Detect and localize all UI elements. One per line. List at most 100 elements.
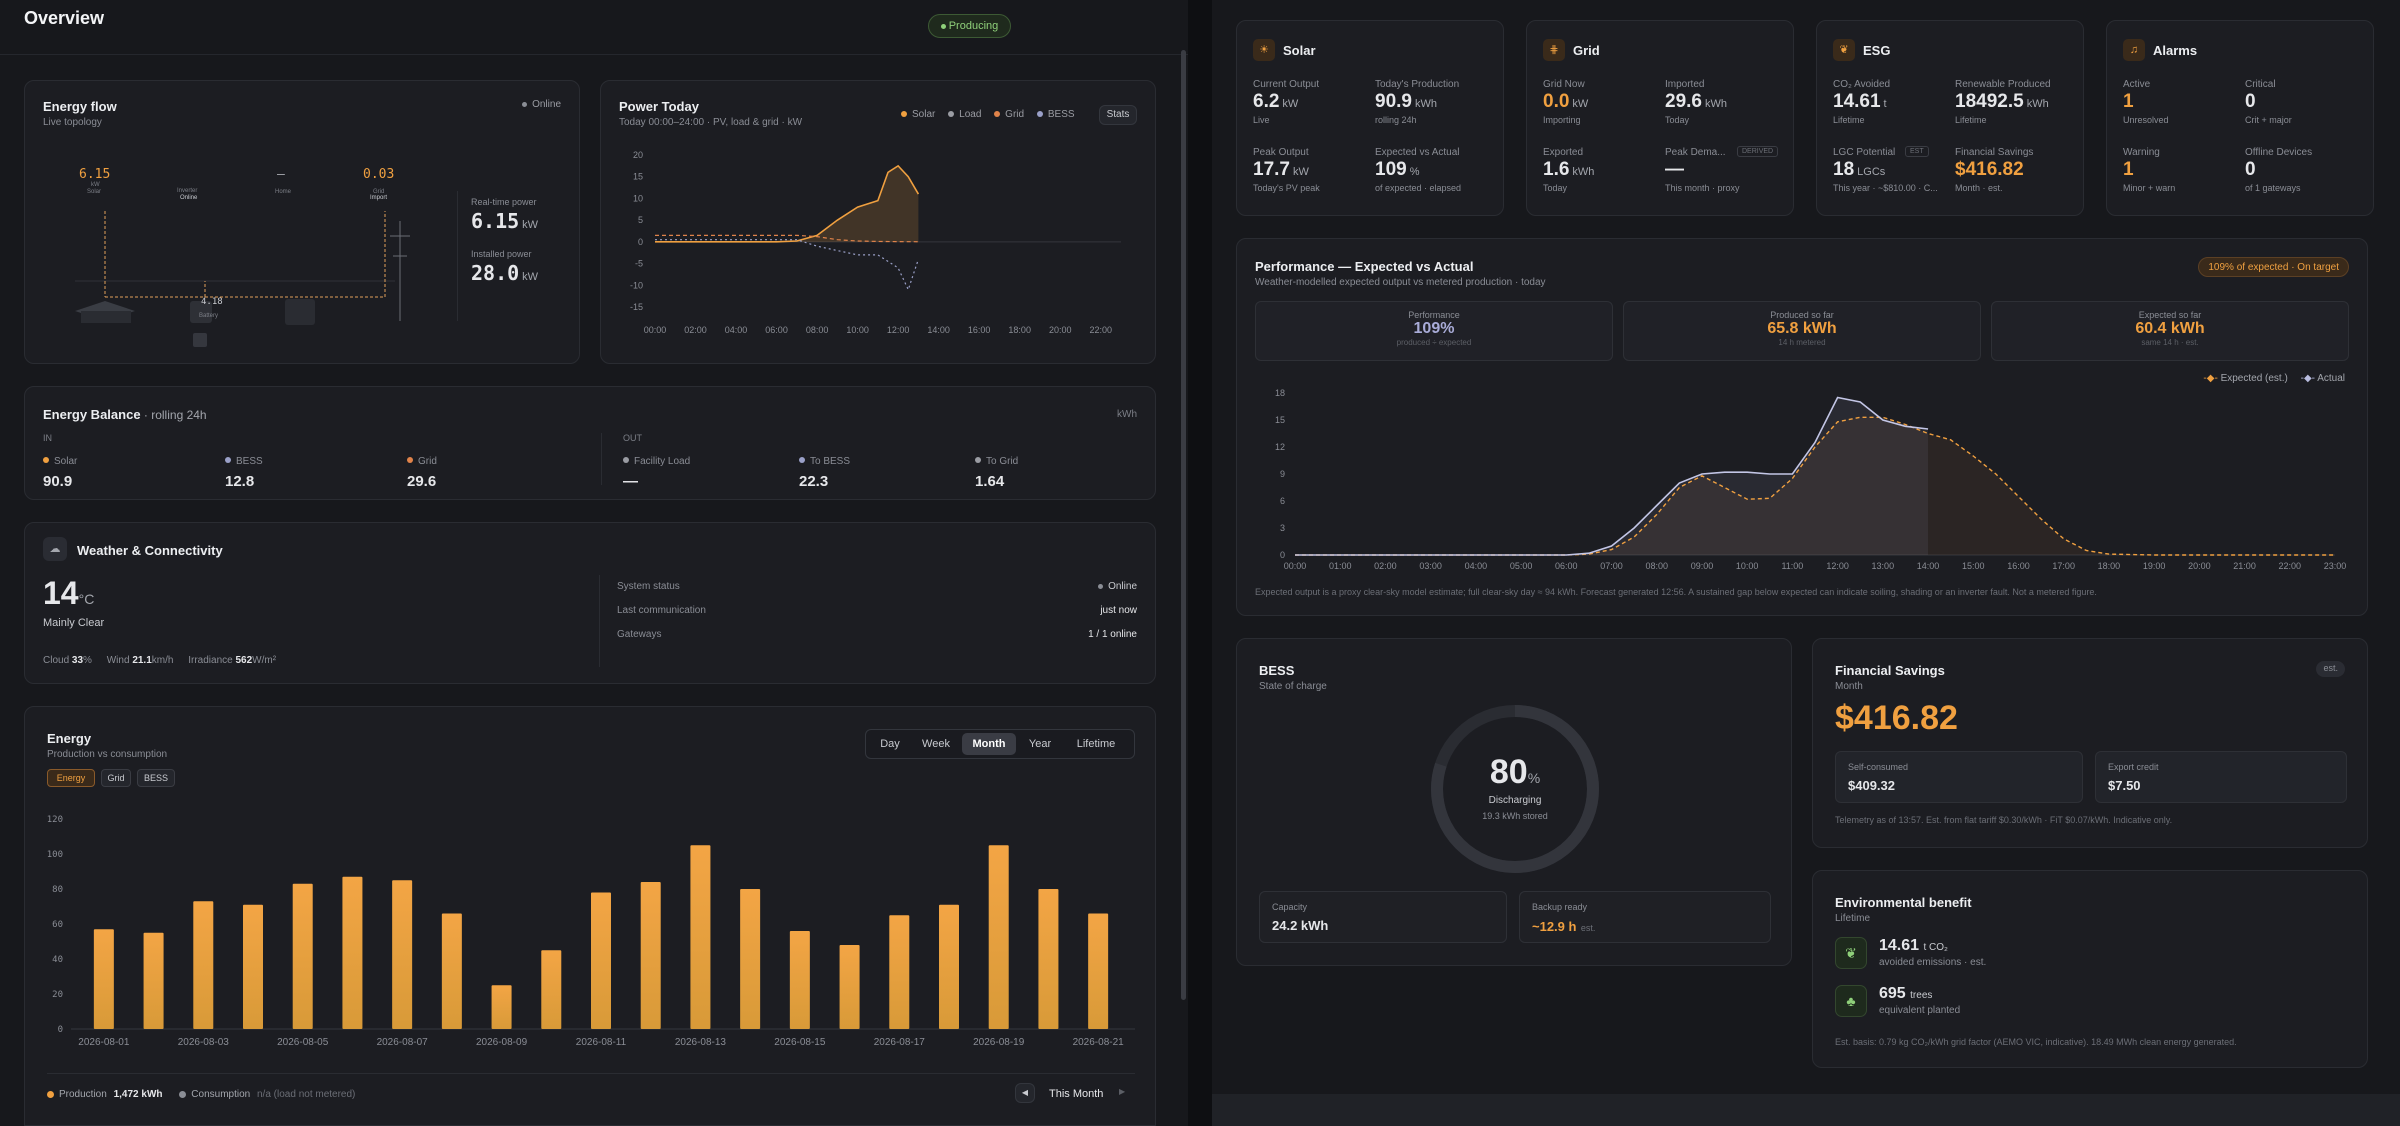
x-tick-label: 2026-08-01: [78, 1037, 130, 1048]
stat-note: same 14 h · est.: [2141, 338, 2199, 347]
topology-diagram: [75, 211, 410, 347]
system-status-label: System status: [617, 581, 680, 592]
performance-title: Performance — Expected vs Actual: [1255, 259, 1474, 274]
kpi-label: Offline Devices: [2245, 147, 2313, 158]
bar-2026-08-13: [690, 845, 711, 1029]
x-tick-label: 17:00: [2052, 561, 2075, 571]
prev-period-button[interactable]: ◀: [1015, 1083, 1035, 1103]
performance-footnote: Expected output is a proxy clear-sky mod…: [1255, 587, 2097, 597]
x-tick-label: 14:00: [1917, 561, 1940, 571]
sun-icon: ☀: [1253, 39, 1275, 61]
kpi-value: 90.9 kWh: [1375, 91, 1437, 112]
kpi-value: 1.6 kWh: [1543, 159, 1595, 180]
x-tick-label: 04:00: [725, 325, 748, 335]
x-tick-label: 06:00: [765, 325, 788, 335]
bar-2026-08-03: [193, 901, 214, 1029]
balance-item-value: 90.9: [43, 473, 73, 490]
x-tick-label: 2026-08-09: [476, 1037, 528, 1048]
kpi-label: Financial Savings: [1955, 147, 2034, 158]
node-inverter-sub: Online: [180, 195, 198, 201]
kpi-label: Active: [2123, 79, 2151, 90]
page-title: Overview: [24, 8, 105, 28]
legend-solar: Solar: [901, 109, 935, 120]
kpi-label: Expected vs Actual: [1375, 147, 1460, 158]
tab-lifetime[interactable]: Lifetime: [1076, 738, 1116, 750]
bar-2026-08-07: [392, 880, 413, 1029]
trees-value: 695 trees: [1879, 985, 1933, 1002]
x-tick-label: 08:00: [806, 325, 829, 335]
legend-load: Load: [948, 109, 981, 120]
env-card: Environmental benefit Lifetime ❦ 14.61 t…: [1812, 870, 2368, 1068]
bar-2026-08-09: [491, 985, 512, 1029]
node-solar-unit: kW: [91, 182, 100, 188]
balance-item-label: Solar: [54, 456, 78, 467]
production-legend: Production 1,472 kWh Consumption n/a (lo…: [47, 1089, 355, 1100]
energy-flow-subtitle: Live topology: [43, 117, 102, 128]
x-tick-label: 02:00: [1374, 561, 1397, 571]
tab-day[interactable]: Day: [880, 738, 900, 750]
kpi-note: This month · proxy: [1665, 183, 1740, 193]
filter-energy[interactable]: Energy: [47, 769, 95, 787]
co2-value: 14.61 t CO₂: [1879, 937, 1948, 954]
bess-subtitle: State of charge: [1259, 681, 1327, 692]
balance-in-item: BESS 12.8: [225, 451, 263, 490]
power-today-subtitle: Today 00:00–24:00 · PV, load & grid · kW: [619, 117, 803, 128]
weather-metrics: Cloud 33% Wind 21.1km/h Irradiance 562W/…: [43, 655, 277, 666]
node-battery-value: 4.18: [201, 297, 223, 307]
performance-chart: 18 15 12 9 6 3 000:00 01:00 02:00 03:00 04:00 05:00…: [1275, 388, 2346, 571]
y-tick-label: 40: [52, 955, 63, 965]
filter-grid[interactable]: Grid: [101, 769, 131, 787]
kpi-note: Lifetime: [1955, 115, 1987, 125]
x-tick-label: 2026-08-05: [277, 1037, 329, 1048]
balance-in-item: Grid 29.6: [407, 451, 437, 490]
kpi-value: 0: [2245, 159, 2256, 180]
tab-week[interactable]: Week: [922, 738, 950, 750]
bar-2026-08-05: [292, 883, 313, 1029]
grid-line: [655, 234, 919, 243]
x-tick-label: 2026-08-07: [377, 1037, 429, 1048]
node-grid-label: Grid: [373, 189, 385, 195]
stats-button[interactable]: Stats: [1099, 105, 1137, 125]
stat-label: Performance: [1408, 310, 1460, 320]
y-tick-label: 0: [638, 237, 643, 247]
kpi-value: 18492.5 kWh: [1955, 91, 2049, 112]
savings-badge: est.: [2316, 661, 2345, 677]
env-period: Lifetime: [1835, 913, 1871, 924]
balance-item-label: To Grid: [986, 456, 1019, 467]
trees-note: equivalent planted: [1879, 1005, 1961, 1016]
y-tick-label: 20: [52, 990, 63, 1000]
legend-bess: BESS: [1036, 109, 1075, 120]
kpi-note: Unresolved: [2123, 115, 2169, 125]
kpi-note: of expected · elapsed: [1375, 183, 1462, 193]
env-title: Environmental benefit: [1835, 895, 1972, 910]
kpi-label: LGC Potential: [1833, 147, 1896, 158]
home-icon: [285, 299, 315, 325]
stat-value: 109%: [1413, 320, 1455, 337]
status-badge: Producing: [928, 14, 1011, 38]
tab-year[interactable]: Year: [1028, 738, 1052, 750]
legend-grid: Grid: [994, 109, 1024, 120]
last-comm-value: just now: [1100, 605, 1137, 616]
energy-flow-status: Online: [522, 99, 561, 110]
kpi-note: Today: [1665, 115, 1690, 125]
node-grid-sub: Import: [370, 195, 388, 201]
kpi-note: Minor + warn: [2123, 183, 2176, 193]
x-tick-label: 04:00: [1465, 561, 1488, 571]
filter-bess[interactable]: BESS: [137, 769, 175, 787]
bar-2026-08-21: [1088, 913, 1109, 1029]
kpi-badge: EST: [1905, 146, 1929, 157]
kpi-value: 29.6 kWh: [1665, 91, 1727, 112]
bar-2026-08-15: [789, 931, 810, 1029]
power-today-legend: Solar Load Grid BESS: [901, 109, 1075, 120]
legend-dot: [975, 456, 981, 463]
next-period-button[interactable]: ▶: [1119, 1087, 1126, 1096]
tab-month[interactable]: Month: [962, 733, 1016, 755]
kpi-label: Peak Dema...: [1665, 147, 1726, 158]
kpi-label: Today's Production: [1375, 79, 1460, 90]
soc-fill: [1431, 705, 1599, 873]
bar-2026-08-11: [591, 892, 611, 1029]
left-scrollbar[interactable]: [1181, 50, 1186, 1000]
kpi-value: 17.7 kW: [1253, 159, 1309, 180]
kpi-badge: DERIVED: [1737, 146, 1779, 157]
x-tick-label: 18:00: [2098, 561, 2121, 571]
